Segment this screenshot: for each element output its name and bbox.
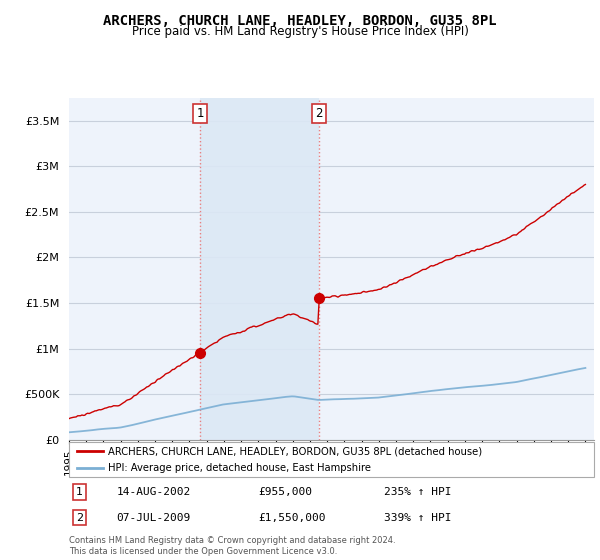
Text: 14-AUG-2002: 14-AUG-2002 [116,487,191,497]
Text: Price paid vs. HM Land Registry's House Price Index (HPI): Price paid vs. HM Land Registry's House … [131,25,469,38]
Text: 1: 1 [76,487,83,497]
Text: 2: 2 [76,512,83,522]
FancyBboxPatch shape [69,442,594,477]
Text: £1,550,000: £1,550,000 [258,512,325,522]
Text: 1: 1 [196,107,204,120]
Bar [200,98,319,440]
Text: ARCHERS, CHURCH LANE, HEADLEY, BORDON, GU35 8PL (detached house): ARCHERS, CHURCH LANE, HEADLEY, BORDON, G… [109,446,482,456]
Text: 339% ↑ HPI: 339% ↑ HPI [384,512,452,522]
Text: HPI: Average price, detached house, East Hampshire: HPI: Average price, detached house, East… [109,463,371,473]
Text: 07-JUL-2009: 07-JUL-2009 [116,512,191,522]
Text: ARCHERS, CHURCH LANE, HEADLEY, BORDON, GU35 8PL: ARCHERS, CHURCH LANE, HEADLEY, BORDON, G… [103,14,497,28]
Text: 2: 2 [315,107,323,120]
Text: 235% ↑ HPI: 235% ↑ HPI [384,487,452,497]
Text: Contains HM Land Registry data © Crown copyright and database right 2024.
This d: Contains HM Land Registry data © Crown c… [69,536,395,556]
Text: £955,000: £955,000 [258,487,312,497]
